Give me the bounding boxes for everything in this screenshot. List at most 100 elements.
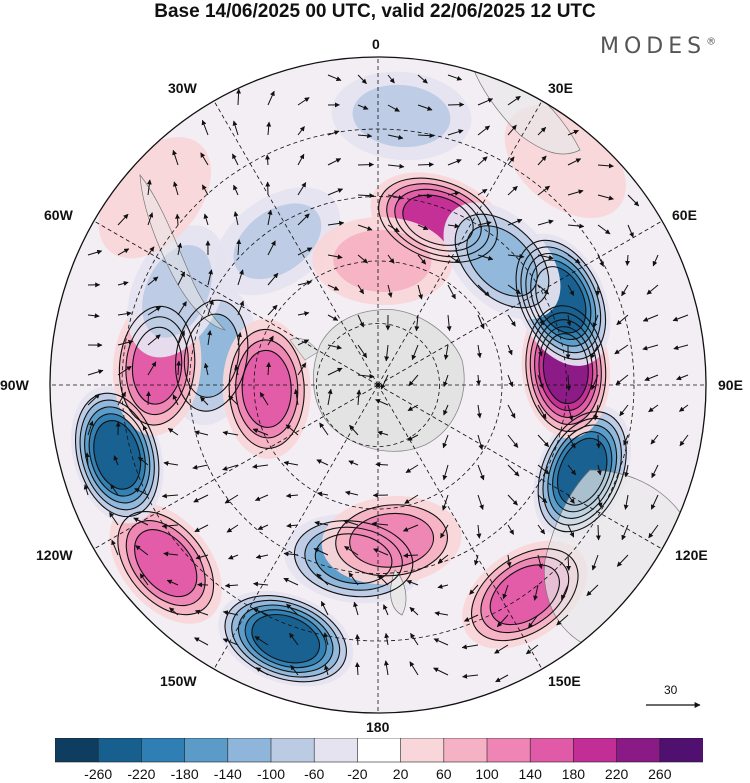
contour-line (515, 239, 607, 360)
contour-line (535, 266, 587, 334)
wind-arrow (507, 124, 517, 136)
wind-arrow (507, 314, 516, 327)
wind-arrow (591, 554, 599, 571)
wind-arrow (507, 464, 520, 477)
contour-line (241, 349, 292, 428)
wind-arrow (135, 545, 149, 556)
contour-line (231, 599, 341, 678)
wind-arrow (387, 74, 395, 84)
wind-arrow (442, 464, 449, 481)
contour-line (547, 424, 618, 519)
wind-arrow (507, 404, 516, 419)
contour-line (335, 504, 449, 577)
wind-arrow (567, 158, 582, 166)
wind-arrow (404, 494, 419, 504)
wind-arrow (357, 254, 368, 264)
wind-arrow (590, 344, 599, 359)
wind-arrow (567, 524, 575, 538)
antarctica-landmass (289, 308, 465, 452)
wind-arrow (147, 246, 155, 256)
wind-arrow (111, 539, 119, 556)
wind-arrow (417, 162, 434, 168)
colorbar-swatch (616, 738, 661, 763)
wind-arrow (477, 494, 484, 510)
wind-arrow (147, 361, 157, 376)
lon-label-60w: 60W (44, 207, 73, 223)
wind-arrow (357, 373, 375, 379)
wind-arrow (537, 524, 546, 535)
wind-arrow (463, 614, 479, 622)
wind-arrow (433, 638, 449, 646)
wind-arrow (495, 674, 509, 683)
colorbar-tick-label: -180 (170, 766, 199, 782)
wind-arrow (616, 314, 629, 326)
wind-arrow (597, 254, 604, 267)
wind-arrow (194, 637, 209, 646)
wind-arrow (117, 248, 130, 256)
wind-arrow (138, 456, 149, 466)
wind-arrow (507, 218, 523, 226)
brand-name: MODES (600, 34, 707, 59)
wind-arrow (651, 464, 659, 479)
wind-arrow (316, 459, 329, 466)
wind-arrow (407, 434, 419, 441)
contour-line (470, 548, 579, 642)
wind-arrow (650, 494, 659, 510)
colorbar-swatch (141, 738, 186, 763)
contour-line (74, 392, 160, 518)
wind-arrow (109, 512, 119, 526)
wind-arrow (117, 339, 134, 346)
wind-arrow (409, 661, 419, 676)
wind-arrow (173, 181, 179, 196)
contour-line (125, 316, 189, 416)
wind-arrow (265, 154, 271, 166)
wind-arrow (224, 583, 239, 589)
wind-arrow (327, 188, 344, 196)
wind-arrow (167, 427, 179, 436)
wind-arrow (597, 224, 611, 235)
wind-arrow (343, 519, 359, 526)
wind-arrow (356, 389, 362, 406)
wind-arrow (289, 632, 299, 646)
colorbar-swatch (659, 738, 703, 763)
wind-arrow (177, 301, 187, 316)
wind-arrow (297, 97, 310, 106)
wind-arrow (297, 247, 313, 256)
wind-arrow (407, 404, 419, 412)
wind-arrow (267, 304, 278, 316)
wind-arrow (494, 644, 509, 654)
wind-arrow (194, 430, 209, 436)
wind-arrow (357, 224, 373, 231)
wind-arrow (437, 554, 449, 564)
wind-arrow (679, 434, 689, 447)
colorbar-swatch (529, 738, 575, 763)
wind-arrow (652, 254, 659, 267)
wind-arrow (297, 311, 310, 317)
wind-arrow (327, 367, 343, 376)
lon-label-30e: 30E (548, 80, 573, 96)
wind-arrow (259, 391, 269, 406)
wind-arrow (627, 194, 640, 207)
meridian-line (213, 100, 379, 386)
contour-line (394, 188, 482, 252)
wind-arrow (417, 133, 435, 139)
wind-arrow (222, 638, 239, 646)
wind-arrow (403, 553, 419, 559)
contour-line (235, 339, 299, 439)
wind-arrow (533, 584, 539, 601)
wind-arrow (566, 314, 572, 327)
wind-arrow (621, 284, 629, 297)
wind-arrow (237, 300, 245, 316)
wind-arrow (233, 211, 239, 226)
anomaly-shade (466, 225, 538, 297)
wind-arrow (228, 395, 239, 406)
contour-line (466, 225, 538, 297)
wind-arrow (597, 494, 603, 508)
contour-line (224, 595, 347, 683)
wind-arrow (222, 430, 239, 436)
lon-label-30w: 30W (168, 80, 197, 96)
wind-arrow (469, 584, 479, 595)
wind-arrow (177, 330, 185, 346)
wind-arrow (192, 464, 209, 470)
colorbar-swatch (443, 738, 488, 763)
